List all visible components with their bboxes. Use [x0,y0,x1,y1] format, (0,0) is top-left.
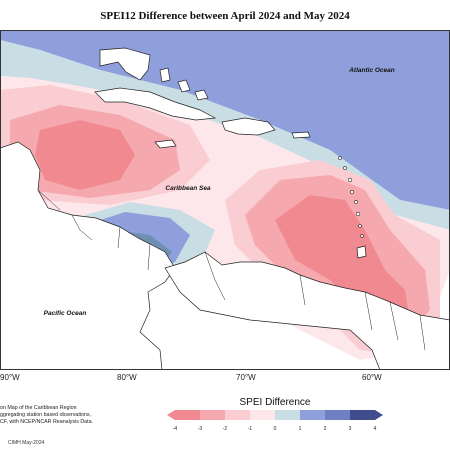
country-borders [37,189,426,351]
legend-tick-label: 0 [274,426,277,432]
contour-light-blue [0,40,450,230]
label-caribbean-sea: Caribbean Sea [165,185,211,192]
contour-ocean-blue [0,30,450,210]
legend-tick-label: -4 [173,426,178,432]
land-florida [99,47,151,81]
legend-swatch [250,410,276,420]
legend-swatch [275,410,301,420]
legend-tick-label: 3 [349,426,352,432]
credit-line-3: CF, with NCEP/NCAR Reanalysis Data. [0,419,94,425]
label-pacific-ocean: Pacific Ocean [44,310,87,317]
legend-tick-label: 1 [299,426,302,432]
land-bahamas-1 [159,67,171,83]
spei-map: Atlantic Ocean Caribbean Sea Pacific Oce… [0,30,450,370]
legend-swatch [225,410,251,420]
legend-tick-label: -2 [223,426,228,432]
lon-tick-70w: 70°W [236,373,256,382]
cimh-footer: CIMH May-2024 [8,440,45,446]
land-bahamas-2 [177,79,191,93]
land-jamaica [154,139,177,149]
legend-swatch [325,410,351,420]
legend-arrow-low [167,410,175,420]
legend-swatch [350,410,376,420]
lon-tick-80w: 80°W [117,373,137,382]
legend-tick-label: 2 [324,426,327,432]
land-hispaniola [221,117,276,136]
legend-swatch [175,410,201,420]
legend-arrow-high [375,410,383,420]
legend-swatch [200,410,226,420]
legend-tick-label: 4 [374,426,377,432]
land-bahamas-3 [194,89,209,101]
legend-title: SPEI Difference [239,397,311,408]
land-puerto-rico [291,131,311,139]
credit-line-1: on Map of the Caribbean Region [0,405,77,411]
legend-tick-label: -1 [248,426,253,432]
lon-tick-90w: 90°W [0,373,20,382]
legend-swatch [300,410,326,420]
legend-tick-label: -3 [198,426,203,432]
legend-colorbar: -4 -3 -2 -1 0 1 2 3 4 [167,410,383,432]
map-title: SPEI12 Difference between April 2024 and… [100,10,350,22]
land-trinidad [356,245,367,259]
land-masses [0,47,450,370]
label-atlantic-ocean: Atlantic Ocean [348,67,395,74]
credit-line-2: ggregating station based observations, [0,412,91,418]
lon-tick-60w: 60°W [362,373,382,382]
land-cuba [94,87,217,121]
lesser-antilles [338,156,364,238]
